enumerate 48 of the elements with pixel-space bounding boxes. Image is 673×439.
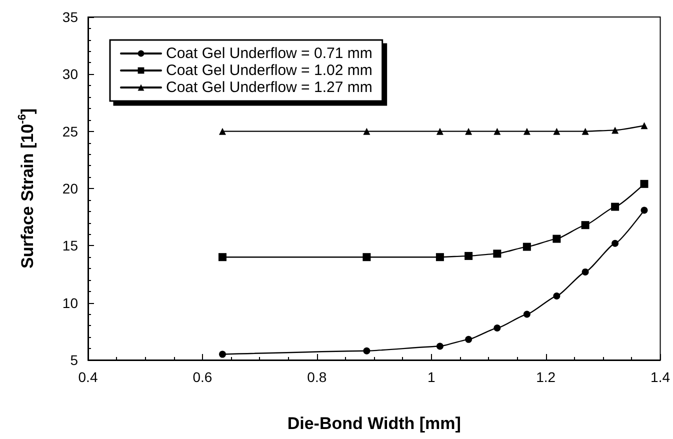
x-tick-label: 1.2 [536,369,556,385]
legend-label: Coat Gel Underflow = 1.02 mm [166,62,372,79]
point [612,126,619,134]
point [464,252,473,260]
point [436,128,444,135]
point [465,128,472,135]
x-tick-label: 1 [427,369,436,385]
point [363,347,370,354]
y-tick-label: 5 [70,352,78,368]
x-tick-label: 0.4 [78,369,98,385]
x-tick-label: 0.8 [307,369,327,385]
point [640,122,648,130]
point [553,128,560,135]
point [523,128,530,135]
point [493,250,502,258]
y-tick-label: 35 [62,9,78,25]
point [611,202,620,211]
x-tick-label: 1.4 [650,369,670,385]
x-axis-title: Die-Bond Width [mm] [287,414,461,433]
y-tick-label: 15 [62,238,78,254]
point [640,206,648,214]
point [523,310,530,318]
y-tick-label: 30 [62,66,78,82]
point [552,234,561,243]
point [218,128,226,135]
point [612,240,619,247]
y-tick-label: 10 [62,294,78,311]
point [436,253,444,262]
point [218,350,226,358]
point [640,180,648,188]
point [436,342,444,350]
x-tick-label: 0.6 [192,369,212,385]
point [494,128,501,135]
legend-label: Coat Gel Underflow = 1.27 mm [166,79,372,96]
point [494,324,501,332]
point [581,221,590,230]
y-tick-label: 20 [62,180,78,196]
point [553,292,560,300]
y-tick-label: 25 [62,123,78,140]
point [363,128,370,135]
point [465,336,472,343]
point [362,253,371,262]
point [218,253,226,262]
point [522,242,531,251]
y-axis-title: Surface Strain [10-6] [16,108,37,268]
point [582,268,589,276]
point [582,128,589,135]
legend-label: Coat Gel Underflow = 0.71 mm [166,45,372,62]
